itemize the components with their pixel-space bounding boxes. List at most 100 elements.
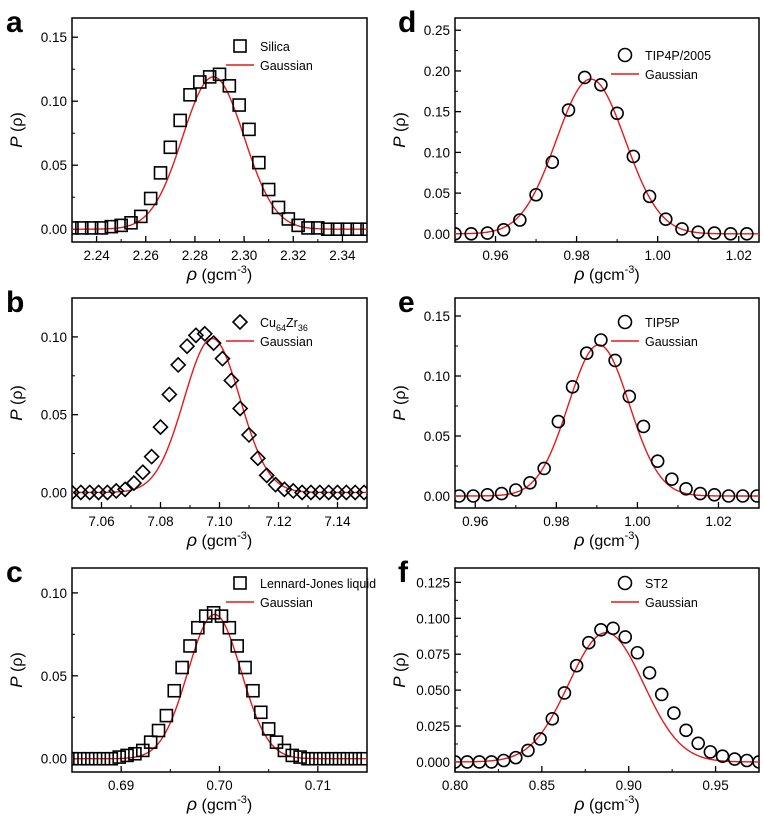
y-axis-label: P (ρ) [390, 112, 409, 148]
data-point [707, 226, 722, 240]
x-tick-label: 0.80 [442, 778, 468, 793]
y-tick-label: 0.20 [424, 64, 450, 79]
data-point [258, 467, 275, 484]
data-point [80, 751, 95, 766]
data-point [128, 746, 142, 761]
data-point [594, 77, 608, 92]
data-point [254, 705, 268, 720]
data-point [252, 155, 266, 170]
gaussian-fit-line [72, 613, 367, 760]
plot-area [455, 70, 759, 241]
data-point [96, 751, 111, 766]
y-tick-label: 0.10 [424, 369, 450, 384]
x-tick-label: 0.95 [702, 778, 728, 793]
legend-label: Gaussian [260, 596, 313, 610]
panel-f: 0.80 0.85 0.90 0.95 0.000 0.025 0.050 0.075 0.10… [390, 556, 760, 814]
data-point [261, 722, 276, 736]
data-point [205, 334, 222, 352]
data-point [72, 751, 79, 766]
y-tick-label: 0.00 [424, 227, 450, 242]
data-point [480, 487, 495, 502]
gaussian-fit-line [455, 78, 759, 235]
plot-area [455, 621, 759, 769]
x-tick-label: 0.85 [529, 778, 555, 793]
data-point [622, 389, 637, 404]
data-point [232, 98, 246, 112]
data-point [557, 686, 572, 700]
legend: Cu64Zr36 Gaussian [226, 313, 313, 349]
panel-e: 0.96 0.98 1.00 1.02 0.00 0.05 0.10 0.15 ρ (gcm-3… [390, 286, 760, 550]
y-tick-label: 0.050 [416, 683, 450, 698]
data-point [198, 609, 213, 623]
data-point [232, 400, 249, 417]
plot-area [72, 67, 367, 236]
x-tick-label: 7.12 [265, 514, 291, 529]
data-point [230, 639, 244, 653]
x-tick-label: 2.30 [231, 248, 257, 263]
data-point [277, 743, 292, 758]
legend: ST2 Gaussian [611, 575, 698, 610]
y-axis-label: P (ρ) [390, 385, 409, 421]
data-point [222, 620, 237, 635]
data-point [455, 227, 462, 241]
data-point [159, 708, 174, 723]
gaussian-fit-line [455, 344, 759, 497]
panel-b: 7.06 7.08 7.10 7.12 7.14 0.00 0.05 0.10 ρ (gcm-3… [6, 286, 368, 550]
x-tick-label: 0.96 [482, 248, 508, 263]
data-point [654, 687, 669, 702]
data-point [577, 70, 592, 85]
x-tick-label: 7.10 [206, 514, 232, 529]
legend-marker [233, 39, 247, 53]
data-point [750, 489, 759, 503]
y-tick-label: 0.25 [424, 23, 450, 38]
data-point [309, 751, 323, 766]
data-point [246, 683, 260, 698]
y-tick-label: 0.10 [41, 94, 67, 109]
y-tick-label: 0.15 [424, 105, 450, 120]
data-point [301, 221, 315, 235]
x-axis-label: ρ (gcm-3) [573, 794, 639, 814]
data-point [183, 639, 197, 653]
y-tick-label: 0.05 [41, 158, 67, 173]
data-point [193, 75, 207, 89]
y-tick-label: 0.05 [424, 186, 450, 201]
x-axis-label: ρ (gcm-3) [186, 530, 252, 550]
y-axis-label: P (ρ) [7, 112, 26, 148]
data-point [606, 621, 620, 636]
data-point [740, 227, 754, 241]
data-point [173, 113, 187, 128]
data-point [73, 751, 87, 766]
legend-label: Gaussian [260, 59, 313, 73]
data-point [667, 706, 681, 720]
data-point [143, 448, 160, 465]
panel-d: 0.96 0.98 1.00 1.02 0.00 0.05 0.10 0.15 0.20 0.25… [390, 6, 760, 284]
panel-letter: b [6, 286, 24, 319]
data-point [533, 732, 547, 746]
data-point [348, 751, 363, 766]
x-tick-label: 7.06 [88, 514, 114, 529]
data-point [72, 221, 79, 235]
data-point [594, 333, 608, 347]
data-point [679, 723, 693, 738]
data-point [658, 212, 673, 226]
data-point [143, 191, 158, 206]
data-point [311, 221, 325, 235]
data-point [332, 751, 347, 766]
data-point [523, 475, 537, 490]
plot-area [72, 605, 367, 766]
data-point [175, 660, 189, 675]
data-point [293, 750, 307, 764]
data-point [120, 748, 134, 763]
data-point [703, 745, 718, 759]
y-tick-label: 0.15 [424, 309, 450, 324]
data-point [735, 489, 750, 503]
legend-marker [617, 314, 633, 330]
data-point [104, 751, 119, 766]
data-point [529, 187, 543, 202]
x-tick-label: 0.98 [543, 514, 569, 529]
y-axis-label: P (ρ) [7, 652, 26, 688]
data-point [740, 753, 754, 768]
x-axis-label: ρ (gcm-3) [186, 264, 252, 284]
x-tick-label: 2.24 [83, 248, 110, 263]
legend: Lennard-Jones liquid Gaussian [226, 576, 376, 610]
